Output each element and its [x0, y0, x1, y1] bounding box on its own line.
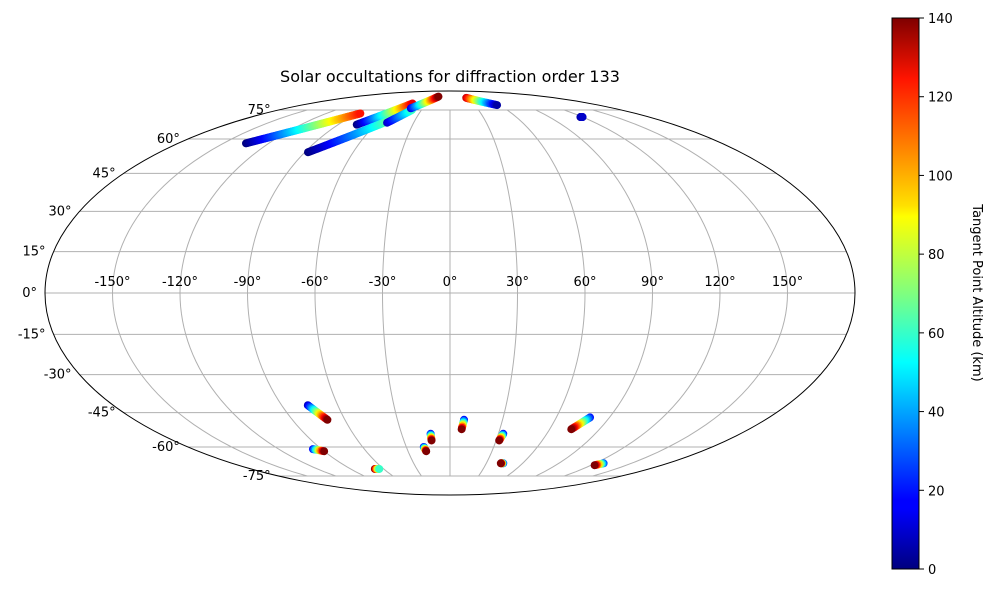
lon-tick-label: 0°: [443, 275, 458, 290]
lon-tick-label: 120°: [704, 275, 735, 290]
lon-tick-label: 150°: [772, 275, 803, 290]
meridian-line: [592, 109, 789, 477]
occultation-point: [320, 447, 329, 456]
lon-tick-label: -90°: [234, 275, 262, 290]
lat-tick-label: -45°: [88, 406, 116, 421]
occultation-point: [457, 425, 466, 434]
lat-tick-label: 15°: [23, 245, 46, 260]
colorbar-tick-label: 100: [928, 169, 953, 184]
lon-tick-label: 90°: [641, 275, 664, 290]
meridian-line: [381, 109, 422, 477]
colorbar: 0 20 40 60 80 100 120 140 Tangent Point Altitud…: [891, 12, 984, 578]
colorbar-tick-label: 80: [928, 248, 945, 263]
lon-tick-label: -60°: [301, 275, 329, 290]
occultation-point: [434, 92, 443, 101]
lat-tick-label: 45°: [93, 166, 116, 181]
occultation-point: [356, 109, 365, 118]
colorbar-label: Tangent Point Altitude (km): [969, 203, 984, 381]
colorbar-tick-label: 20: [928, 484, 945, 499]
lat-tick-label: -75°: [243, 469, 271, 484]
graticule: [44, 90, 856, 496]
meridian-line: [111, 109, 308, 477]
occultation-point: [578, 113, 587, 122]
meridian-line: [246, 109, 365, 477]
tick-labels: -150° -120° -90° -60° -30° 0° 30° 60° 90° 120° 150…: [18, 103, 803, 484]
colorbar-tick-label: 60: [928, 327, 945, 342]
meridian-line: [535, 109, 654, 477]
lat-tick-label: -60°: [152, 440, 180, 455]
occultation-point: [493, 101, 502, 110]
colorbar-tick-label: 40: [928, 406, 945, 421]
lon-tick-label: -30°: [369, 275, 397, 290]
colorbar-tick-label: 140: [928, 12, 953, 27]
occultation-point: [496, 459, 505, 468]
occultation-point: [323, 415, 332, 424]
meridian-line: [478, 109, 519, 477]
meridian-line: [179, 109, 336, 477]
occultation-point: [375, 464, 384, 473]
colorbar-tick-label: 0: [928, 563, 936, 578]
colorbar-gradient: [891, 17, 920, 570]
occultation-points: [242, 92, 608, 473]
occultation-point: [427, 436, 436, 445]
lat-tick-label: 60°: [157, 132, 180, 147]
chart-title: Solar occultations for diffraction order…: [280, 67, 620, 86]
lon-tick-label: 60°: [573, 275, 596, 290]
lat-tick-label: 75°: [248, 103, 271, 118]
lon-tick-label: -120°: [162, 275, 198, 290]
lat-tick-label: -30°: [44, 368, 72, 383]
colorbar-ticks: 0 20 40 60 80 100 120 140: [919, 12, 953, 578]
occultation-point: [590, 461, 599, 470]
colorbar-tick-label: 120: [928, 91, 953, 106]
meridian-line: [314, 109, 394, 477]
meridian-line: [506, 109, 586, 477]
meridian-line: [564, 109, 721, 477]
occultation-point: [495, 436, 504, 445]
map-boundary: [44, 90, 856, 496]
lat-tick-label: -15°: [18, 327, 46, 342]
lat-tick-label: 30°: [48, 204, 71, 219]
lat-tick-label: 0°: [22, 286, 37, 301]
lon-tick-label: 30°: [506, 275, 529, 290]
lon-tick-label: -150°: [94, 275, 130, 290]
occultation-point: [567, 425, 576, 434]
occultation-point: [422, 447, 431, 456]
